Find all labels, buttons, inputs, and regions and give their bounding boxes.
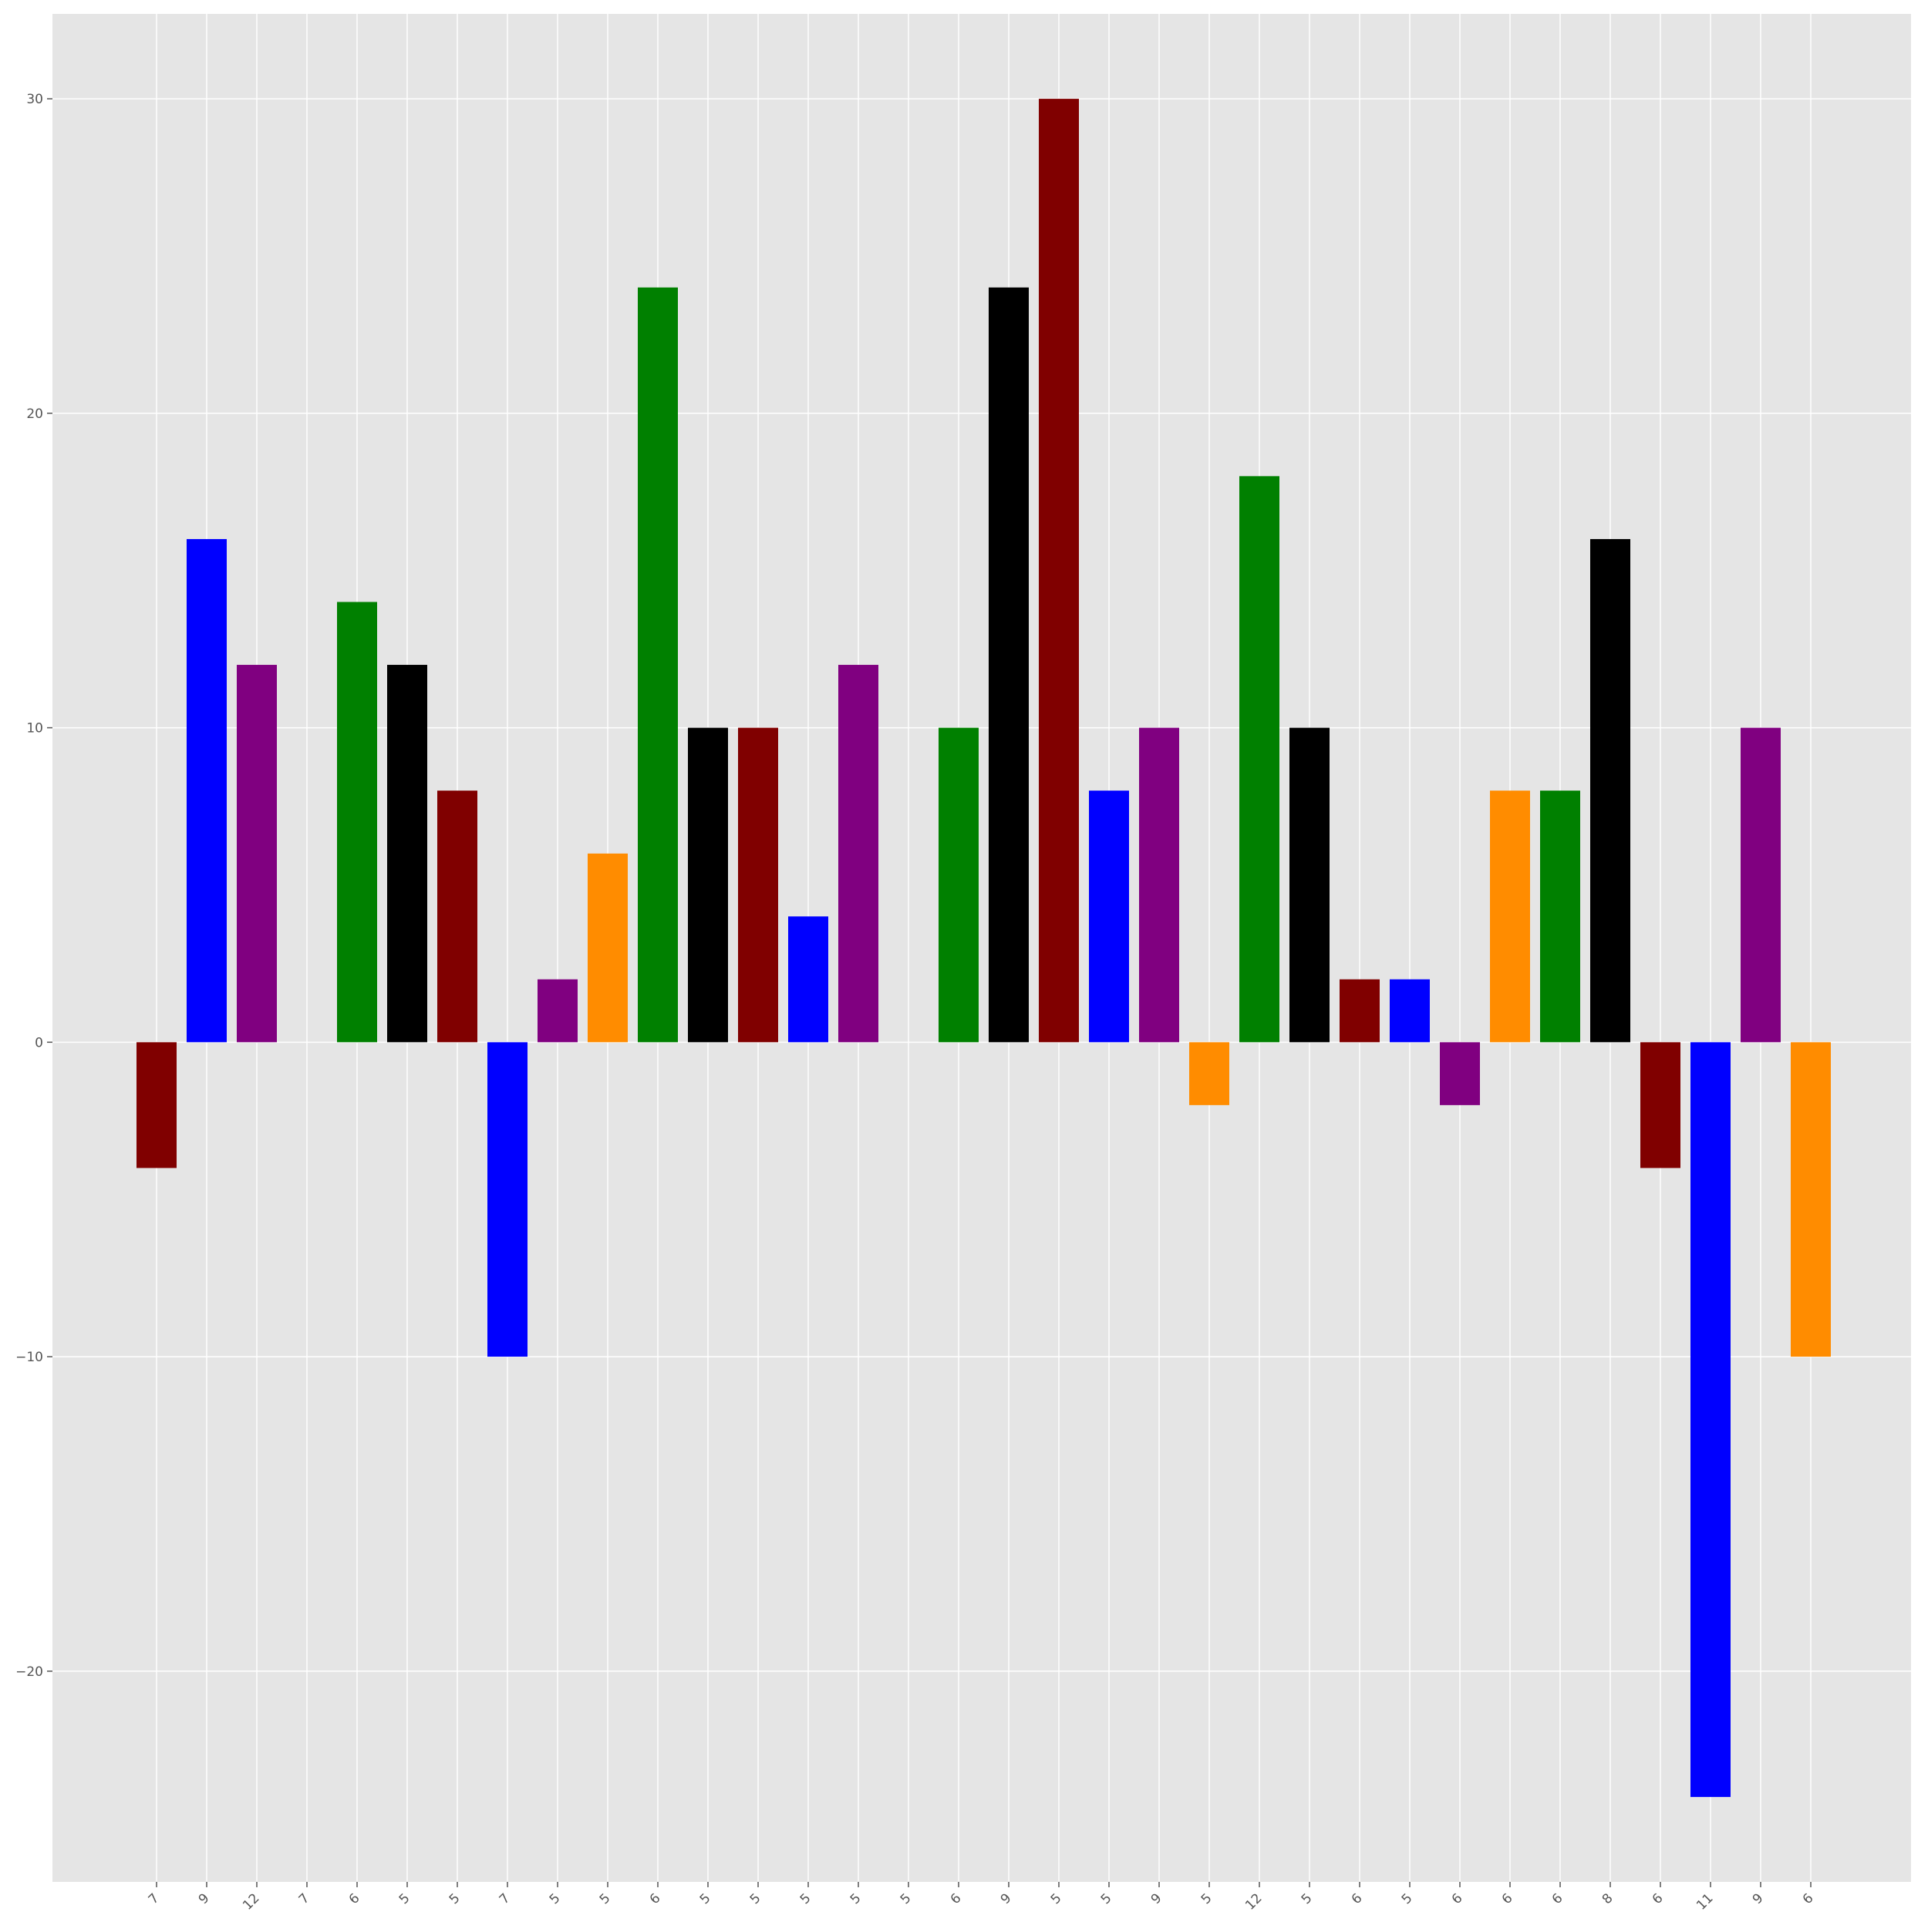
x-tick-label: 5 (1048, 1890, 1065, 1907)
bar (1690, 1042, 1731, 1797)
bar (1239, 476, 1279, 1043)
bar (939, 727, 979, 1043)
x-tick-label: 5 (597, 1890, 614, 1907)
x-tick-label: 6 (1499, 1890, 1516, 1907)
x-tick-label: 5 (747, 1890, 764, 1907)
y-tick-label: 10 (26, 721, 43, 737)
bar (588, 853, 628, 1043)
bar (487, 1042, 528, 1357)
bar (1640, 1042, 1680, 1168)
x-tick-label: 9 (1750, 1890, 1767, 1907)
x-tick-label: 5 (547, 1890, 564, 1907)
bar (1340, 979, 1380, 1043)
x-tick-label: 5 (1098, 1890, 1115, 1907)
bar (1189, 1042, 1229, 1105)
bar (1540, 791, 1580, 1043)
bar (1039, 99, 1079, 1043)
bar (638, 287, 678, 1043)
x-tick-label: 6 (1800, 1890, 1817, 1907)
bar (738, 727, 778, 1043)
y-tick-label: 30 (26, 92, 43, 107)
x-tick-label: 9 (196, 1890, 213, 1907)
y-tick-label: 0 (35, 1035, 43, 1050)
bar (1390, 979, 1430, 1043)
x-tick-label: 5 (797, 1890, 814, 1907)
x-tick-label: 6 (647, 1890, 664, 1907)
x-tick-label: 5 (1299, 1890, 1316, 1907)
bar (1139, 727, 1179, 1043)
x-tick-label: 5 (1198, 1890, 1215, 1907)
x-tick-label: 5 (1399, 1890, 1416, 1907)
x-tick-label: 11 (1694, 1890, 1716, 1913)
bars (137, 99, 1831, 1797)
x-tick-label: 8 (1599, 1890, 1616, 1907)
bar (1590, 538, 1630, 1043)
bar (538, 979, 578, 1043)
bar (1490, 791, 1530, 1043)
x-tick-label: 9 (998, 1890, 1015, 1907)
x-tick-label: 7 (497, 1890, 514, 1907)
x-tick-label: 6 (1650, 1890, 1667, 1907)
bar (1791, 1042, 1831, 1357)
bar (989, 287, 1029, 1043)
x-tick-label: 5 (396, 1890, 413, 1907)
bar (838, 665, 878, 1043)
bar (137, 1042, 177, 1168)
x-tick-label: 7 (296, 1890, 313, 1907)
y-tick-label: −10 (15, 1350, 43, 1365)
x-tick-label: 6 (346, 1890, 363, 1907)
x-axis-ticks: 7 9 12 7 6 5 5 7 5 5 6 5 5 5 5 5 6 9 5 5 9 5 12 5 6 5 6 6 6 8 6 11 9 6 (146, 1882, 1817, 1913)
bar (688, 727, 728, 1043)
bar (1289, 727, 1330, 1043)
bar (237, 665, 277, 1043)
x-tick-label: 5 (898, 1890, 915, 1907)
x-tick-label: 5 (848, 1890, 865, 1907)
bar (387, 665, 427, 1043)
y-axis-ticks: −20 −10 0 10 20 30 (15, 92, 52, 1680)
x-tick-label: 6 (948, 1890, 965, 1907)
bar (437, 791, 477, 1043)
x-tick-label: 5 (447, 1890, 463, 1907)
bar (1089, 791, 1129, 1043)
bar (1440, 1042, 1480, 1105)
bar (1741, 727, 1781, 1043)
bar (187, 538, 227, 1043)
x-tick-label: 6 (1549, 1890, 1566, 1907)
x-tick-label: 5 (697, 1890, 714, 1907)
x-tick-label: 12 (240, 1890, 262, 1913)
x-tick-label: 6 (1449, 1890, 1466, 1907)
bar (337, 602, 377, 1043)
x-tick-label: 9 (1148, 1890, 1165, 1907)
x-tick-label: 6 (1349, 1890, 1366, 1907)
y-tick-label: 20 (26, 406, 43, 422)
plot-area (52, 14, 1911, 1882)
x-tick-label: 12 (1242, 1890, 1265, 1913)
bar (788, 916, 828, 1043)
y-tick-label: −20 (15, 1664, 43, 1680)
x-tick-label: 7 (146, 1890, 163, 1907)
